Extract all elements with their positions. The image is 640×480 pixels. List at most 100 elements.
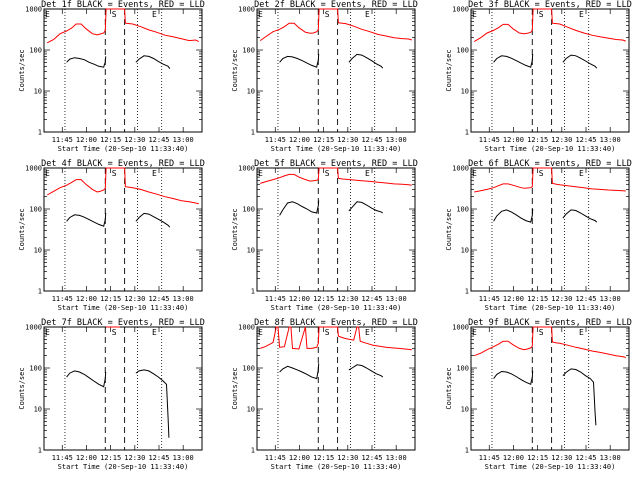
x-tick-label: 12:00 — [289, 454, 310, 462]
x-axis-label: Start Time (20-Sep-10 11:33:40) — [58, 463, 189, 471]
y-axis-label: Counts/sec — [231, 367, 239, 409]
y-tick-label: 1 — [465, 129, 469, 137]
event-marker: E — [472, 10, 477, 19]
x-tick-label: 12:00 — [76, 295, 97, 303]
x-tick-label: 12:30 — [337, 295, 358, 303]
panel-det-5: Det 5f BLACK = Events, RED = LLD 1 10 100 10… — [231, 159, 418, 312]
x-tick-label: 12:45 — [575, 136, 596, 144]
x-tick-label: 12:15 — [100, 454, 121, 462]
x-axis-label: Start Time (20-Sep-10 11:33:40) — [485, 304, 616, 312]
x-tick-label: 12:30 — [337, 454, 358, 462]
x-tick-label: 11:45 — [479, 295, 500, 303]
plot-frame — [470, 8, 630, 133]
x-tick-label: 13:00 — [386, 295, 407, 303]
y-tick-label: 1 — [38, 129, 42, 137]
plot-frame — [43, 8, 203, 133]
event-marker: S — [112, 169, 117, 178]
y-tick-label: 1 — [38, 288, 42, 296]
lld-series-line — [260, 326, 412, 351]
panel-title: Det 7f BLACK = Events, RED = LLD — [41, 318, 205, 328]
x-axis-label: Start Time (20-Sep-10 11:33:40) — [58, 304, 189, 312]
x-tick-label: 12:30 — [551, 454, 572, 462]
plot-frame — [256, 326, 416, 451]
x-tick-label: 13:00 — [600, 454, 621, 462]
y-tick-label: 10 — [461, 406, 469, 414]
y-tick-label: 1 — [465, 447, 469, 455]
lld-series-line — [473, 8, 626, 43]
panel-det-3: Det 3f BLACK = Events, RED = LLD 1 10 100 10… — [445, 0, 632, 153]
lld-series-line — [259, 8, 412, 42]
x-tick-label: 12:45 — [361, 295, 382, 303]
panel-title: Det 2f BLACK = Events, RED = LLD — [254, 0, 418, 10]
y-tick-label: 10 — [247, 247, 255, 255]
x-axis-label: Start Time (20-Sep-10 11:33:40) — [271, 304, 402, 312]
events-series-line — [135, 369, 170, 438]
y-tick-label: 10 — [34, 88, 42, 96]
event-marker: E — [152, 10, 157, 19]
panel-det-9: Det 9f BLACK = Events, RED = LLD 1 10 100 10… — [445, 318, 632, 471]
x-tick-label: 12:00 — [76, 454, 97, 462]
y-tick-label: 10 — [461, 247, 469, 255]
event-marker: E — [258, 10, 263, 19]
y-tick-label: 100 — [456, 365, 469, 373]
x-tick-label: 11:45 — [52, 295, 73, 303]
y-axis-label: Counts/sec — [231, 208, 239, 250]
x-tick-label: 12:45 — [148, 454, 169, 462]
event-marker: E — [365, 10, 370, 19]
events-series-line — [66, 370, 107, 388]
x-tick-label: 12:00 — [503, 136, 524, 144]
panel-det-4: Det 4f BLACK = Events, RED = LLD 1 10 100 10… — [18, 159, 205, 312]
events-series-line — [348, 53, 384, 69]
events-series-line — [135, 212, 171, 228]
x-axis-label: Start Time (20-Sep-10 11:33:40) — [271, 145, 402, 153]
lld-series-line — [46, 167, 199, 205]
events-series-line — [279, 363, 320, 380]
x-tick-label: 12:30 — [124, 136, 145, 144]
x-tick-label: 12:15 — [313, 454, 334, 462]
event-marker: E — [258, 328, 263, 337]
y-tick-label: 100 — [29, 47, 42, 55]
x-tick-label: 12:30 — [124, 295, 145, 303]
lld-series-line — [474, 167, 626, 193]
y-tick-label: 1 — [251, 447, 255, 455]
panel-title: Det 9f BLACK = Events, RED = LLD — [468, 318, 632, 328]
y-tick-label: 100 — [242, 47, 255, 55]
events-series-line — [493, 370, 534, 386]
y-tick-label: 1 — [251, 288, 255, 296]
y-axis-label: Counts/sec — [445, 49, 453, 91]
lld-series-line — [474, 326, 626, 358]
events-series-line — [135, 55, 171, 69]
panel-title: Det 6f BLACK = Events, RED = LLD — [468, 159, 632, 169]
event-marker: E — [365, 328, 370, 337]
y-axis-label: Counts/sec — [18, 208, 26, 250]
panel-det-2: Det 2f BLACK = Events, RED = LLD 1 10 100 10… — [231, 0, 418, 153]
x-tick-label: 12:30 — [551, 295, 572, 303]
y-axis-label: Counts/sec — [18, 49, 26, 91]
event-marker: E — [45, 169, 50, 178]
panel-det-1: Det 1f BLACK = Events, RED = LLD 1 10 100 10… — [18, 0, 205, 153]
x-axis-label: Start Time (20-Sep-10 11:33:40) — [485, 145, 616, 153]
events-series-line — [66, 212, 107, 227]
x-tick-label: 12:15 — [313, 136, 334, 144]
x-tick-label: 12:15 — [527, 136, 548, 144]
panel-title: Det 3f BLACK = Events, RED = LLD — [468, 0, 632, 10]
y-tick-label: 100 — [456, 47, 469, 55]
y-tick-label: 1000 — [238, 6, 255, 14]
events-series-line — [562, 54, 598, 69]
y-tick-label: 10 — [247, 88, 255, 96]
panel-title: Det 4f BLACK = Events, RED = LLD — [41, 159, 205, 169]
x-tick-label: 11:45 — [479, 454, 500, 462]
y-tick-label: 1 — [465, 288, 469, 296]
plot-frame — [43, 326, 203, 451]
y-axis-label: Counts/sec — [445, 208, 453, 250]
events-series-line — [493, 53, 534, 68]
event-marker: S — [112, 328, 117, 337]
panel-title: Det 8f BLACK = Events, RED = LLD — [254, 318, 418, 328]
event-marker: S — [325, 328, 330, 337]
events-series-line — [348, 201, 384, 214]
x-tick-label: 12:45 — [148, 295, 169, 303]
y-tick-label: 100 — [456, 206, 469, 214]
y-tick-label: 1000 — [238, 324, 255, 332]
event-marker: S — [325, 169, 330, 178]
x-tick-label: 13:00 — [386, 136, 407, 144]
